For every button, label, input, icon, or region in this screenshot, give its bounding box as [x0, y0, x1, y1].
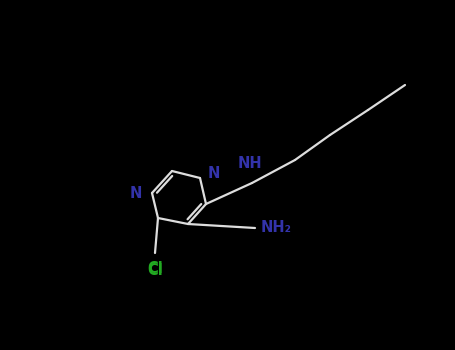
Text: N: N: [130, 186, 142, 201]
Text: NH: NH: [238, 156, 263, 171]
Text: Cl: Cl: [147, 263, 163, 278]
Text: NH₂: NH₂: [261, 220, 292, 236]
Text: N: N: [208, 166, 220, 181]
Text: Cl: Cl: [147, 261, 163, 276]
